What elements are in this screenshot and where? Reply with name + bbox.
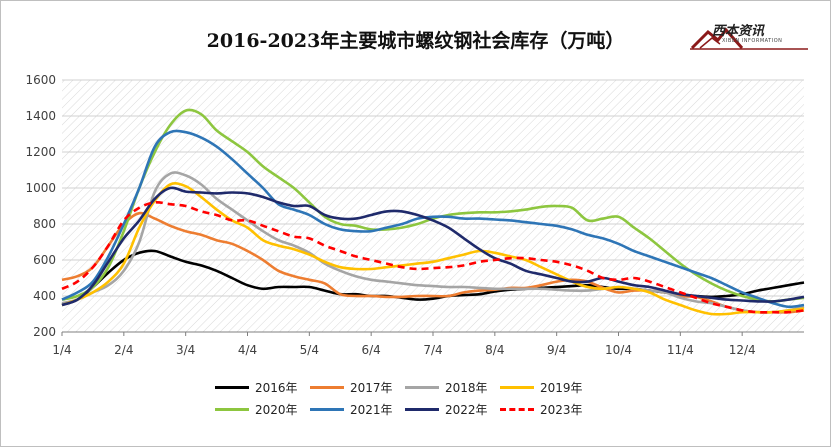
y-tick-label: 1400 [25, 109, 56, 123]
series-line-2021 [61, 129, 805, 309]
series-line-2022 [61, 186, 805, 307]
y-tick-label: 200 [33, 325, 56, 339]
legend-label: 2021年 [350, 402, 393, 417]
x-tick-label: 12/4 [729, 343, 756, 357]
brand-name: 西本资讯 [712, 24, 765, 39]
chart-title: 2016-2023年主要城市螺纹钢社会库存（万吨） [206, 30, 625, 52]
legend-item-2023: 2023年 [500, 398, 595, 420]
legend-label: 2019年 [540, 380, 583, 395]
brand-logo-icon [690, 27, 808, 50]
legend-item-2021: 2021年 [310, 398, 405, 420]
legend-swatch-2022 [405, 407, 439, 411]
series-line-2017 [61, 211, 805, 314]
x-tick-label: 5/4 [300, 343, 319, 357]
legend-label: 2017年 [350, 380, 393, 395]
series-line-2023 [61, 200, 805, 314]
x-tick-label: 11/4 [667, 343, 694, 357]
legend-swatch-2019 [500, 385, 534, 389]
legend-label: 2018年 [445, 380, 488, 395]
legend-swatch-2020 [215, 407, 249, 411]
x-axis-ticks: 1/4 2/4 3/4 4/4 5/4 6/4 7/4 8/4 9/4 10/4 11/4 12/4 [52, 332, 756, 357]
brand-subtitle: XIBEN INFORMATION [722, 38, 783, 44]
legend-item-2017: 2017年 [310, 376, 405, 398]
series-line-2018 [61, 171, 805, 314]
x-tick-label: 2/4 [114, 343, 133, 357]
x-tick-label: 7/4 [423, 343, 442, 357]
legend-item-2019: 2019年 [500, 376, 595, 398]
legend-item-2020: 2020年 [215, 398, 310, 420]
legend-item-2016: 2016年 [215, 376, 310, 398]
legend-swatch-2018 [405, 385, 439, 389]
x-tick-label: 1/4 [52, 343, 71, 357]
y-tick-label: 1600 [25, 73, 56, 87]
y-tick-label: 800 [33, 217, 56, 231]
x-tick-label: 4/4 [238, 343, 257, 357]
x-tick-label: 8/4 [485, 343, 504, 357]
legend-item-2018: 2018年 [405, 376, 500, 398]
legend-swatch-2016 [215, 385, 249, 389]
legend-item-2022: 2022年 [405, 398, 500, 420]
x-tick-label: 6/4 [362, 343, 381, 357]
legend-label: 2016年 [255, 380, 298, 395]
series-line-2020 [61, 108, 805, 303]
legend-swatch-2023 [500, 407, 534, 411]
y-axis-ticks: 200 400 600 800 1000 1200 1400 1600 [25, 73, 56, 339]
series-line-2019 [61, 182, 805, 316]
x-tick-label: 9/4 [547, 343, 566, 357]
x-tick-label: 10/4 [605, 343, 632, 357]
legend-label: 2022年 [445, 402, 488, 417]
plot-area [62, 80, 804, 332]
x-tick-label: 3/4 [176, 343, 195, 357]
y-tick-label: 400 [33, 289, 56, 303]
y-tick-label: 600 [33, 253, 56, 267]
legend: 2016年 2017年 2018年 2019年 2020年 2021年 2022… [215, 376, 645, 420]
legend-swatch-2021 [310, 407, 344, 411]
series-lines [61, 108, 805, 316]
legend-swatch-2017 [310, 385, 344, 389]
y-tick-label: 1200 [25, 145, 56, 159]
y-tick-label: 1000 [25, 181, 56, 195]
legend-label: 2023年 [540, 402, 583, 417]
legend-label: 2020年 [255, 402, 298, 417]
